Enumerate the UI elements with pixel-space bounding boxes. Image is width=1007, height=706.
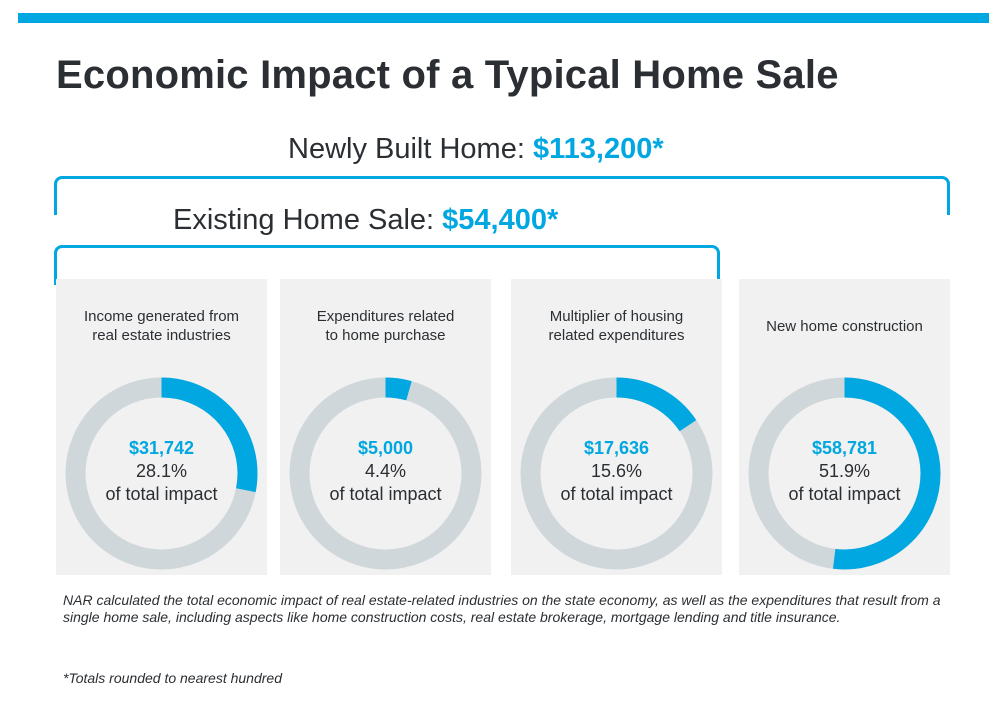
card-label: Multiplier of housing related expenditur… — [511, 307, 722, 345]
donut-percent-label: 4.4% — [364, 461, 407, 481]
donut-center-text: $31,742 28.1% of total impact — [56, 437, 267, 506]
card-label-line-2: to home purchase — [325, 327, 446, 344]
donut-segment — [748, 377, 941, 570]
card-label-line-2: related expenditures — [548, 327, 685, 344]
newly-built-label: Newly Built Home: $113,200* — [288, 133, 664, 166]
impact-card-new-construction: New home construction $58,781 51.9% of t… — [739, 279, 950, 575]
card-label-line-1: Expenditures related — [316, 308, 455, 325]
card-label-line-1: New home construction — [766, 317, 923, 335]
impact-card-expenditures: Expenditures related to home purchase $5… — [280, 279, 491, 575]
donut-suffix-label: of total impact — [788, 484, 901, 504]
donut-suffix-label: of total impact — [329, 484, 442, 504]
donut-segment — [520, 377, 713, 570]
donut-chart — [65, 377, 258, 570]
donut-value-label: $58,781 — [811, 438, 878, 458]
card-label-line-1: Multiplier of housing — [549, 308, 684, 325]
donut-segment — [289, 377, 482, 570]
newly-built-amount: $113,200* — [532, 133, 664, 165]
donut-chart — [520, 377, 713, 570]
donut-chart — [289, 377, 482, 570]
donut-center-text: $17,636 15.6% of total impact — [511, 437, 722, 506]
existing-sale-bracket — [54, 245, 720, 285]
donut-suffix-label: of total impact — [560, 484, 673, 504]
rounding-footnote: *Totals rounded to nearest hundred — [63, 670, 282, 686]
impact-card-multiplier: Multiplier of housing related expenditur… — [511, 279, 722, 575]
card-label: Income generated from real estate indust… — [56, 307, 267, 345]
page-title: Economic Impact of a Typical Home Sale — [56, 53, 839, 97]
methodology-footnote: NAR calculated the total economic impact… — [63, 592, 941, 625]
card-label: Expenditures related to home purchase — [280, 307, 491, 345]
donut-percent-label: 28.1% — [135, 461, 188, 481]
donut-center-text: $5,000 4.4% of total impact — [280, 437, 491, 506]
impact-card-income: Income generated from real estate indust… — [56, 279, 267, 575]
donut-center-text: $58,781 51.9% of total impact — [739, 437, 950, 506]
donut-chart — [748, 377, 941, 570]
donut-segment — [65, 377, 258, 570]
donut-percent-label: 15.6% — [590, 461, 643, 481]
newly-built-bracket — [54, 176, 950, 215]
newly-built-text: Newly Built Home: — [288, 133, 533, 165]
card-label-line-2: real estate industries — [92, 327, 231, 344]
top-accent-bar — [18, 13, 989, 23]
card-label-line-1: Income generated from — [83, 308, 240, 325]
donut-percent-label: 51.9% — [818, 461, 871, 481]
existing-sale-label: Existing Home Sale: $54,400* — [173, 204, 558, 237]
existing-sale-amount: $54,400* — [442, 204, 559, 236]
donut-value-label: $17,636 — [583, 438, 650, 458]
donut-value-label: $5,000 — [357, 438, 414, 458]
donut-value-label: $31,742 — [128, 438, 195, 458]
donut-suffix-label: of total impact — [105, 484, 218, 504]
card-label: New home construction — [739, 307, 950, 345]
existing-sale-text: Existing Home Sale: — [173, 204, 443, 236]
